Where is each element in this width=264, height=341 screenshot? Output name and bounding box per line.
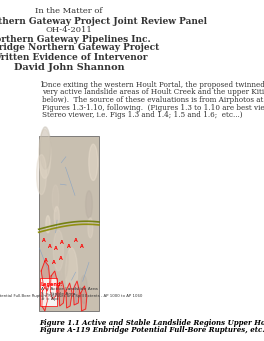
- Text: Northern Gateway Pipelines Inc.: Northern Gateway Pipelines Inc.: [0, 34, 151, 44]
- Circle shape: [65, 248, 78, 297]
- Circle shape: [36, 154, 46, 195]
- Polygon shape: [50, 271, 57, 299]
- Circle shape: [57, 237, 68, 281]
- Text: Figure A-119 Enbridge Potential Full-Bore Ruptures, etc...): Figure A-119 Enbridge Potential Full-Bor…: [39, 326, 264, 334]
- Circle shape: [39, 130, 51, 178]
- FancyBboxPatch shape: [40, 278, 57, 306]
- Text: In the Matter of: In the Matter of: [35, 7, 103, 15]
- Circle shape: [53, 230, 63, 271]
- Text: A: A: [74, 238, 78, 243]
- Text: A: A: [54, 247, 58, 252]
- Text: Figures 1.3-1.10, following.  (Figures 1.3 to 1.10 are best viewed in sequential: Figures 1.3-1.10, following. (Figures 1.…: [42, 104, 264, 112]
- Polygon shape: [42, 286, 47, 311]
- Text: Written Evidence of Intervenor: Written Evidence of Intervenor: [0, 53, 147, 61]
- Circle shape: [53, 266, 63, 306]
- Text: S = Stable Area: S = Stable Area: [41, 292, 75, 296]
- Text: Figure 1.1 Active and Stable Landslide Regions Upper Hoult Creek area (superimpo: Figure 1.1 Active and Stable Landslide R…: [39, 319, 264, 327]
- Text: Stereo viewer, i.e. Figs 1.3 and 1.4; 1.5 and 1.6;  etc...): Stereo viewer, i.e. Figs 1.3 and 1.4; 1.…: [42, 111, 242, 119]
- Circle shape: [86, 191, 92, 218]
- Circle shape: [44, 262, 48, 279]
- Text: Enbridge Northern Gateway Project: Enbridge Northern Gateway Project: [0, 44, 159, 53]
- Text: A: A: [48, 243, 52, 249]
- Text: A: A: [44, 258, 48, 264]
- Polygon shape: [66, 283, 72, 308]
- Text: very active landslide areas of Hoult Creek and the upper Kitimat River (See Figu: very active landslide areas of Hoult Cre…: [42, 89, 264, 97]
- Text: A = Active Landslide Area: A = Active Landslide Area: [41, 287, 97, 291]
- Circle shape: [52, 185, 59, 212]
- Text: A: A: [52, 261, 55, 266]
- Text: A: A: [59, 256, 63, 262]
- Text: Potential Full-Bore Rupture Releases and Spill Extents - AP 1000 to AP 1060: Potential Full-Bore Rupture Releases and…: [0, 294, 143, 298]
- Text: Legend:: Legend:: [41, 282, 63, 287]
- Circle shape: [89, 144, 98, 180]
- Text: 1.: 1.: [39, 81, 46, 89]
- Polygon shape: [41, 261, 50, 291]
- Text: # = Apt: # = Apt: [41, 297, 58, 301]
- Text: A: A: [67, 244, 70, 250]
- Polygon shape: [59, 281, 65, 306]
- Text: below).  The source of these evaluations is from Airphotos at scale 1:15,000 sca: below). The source of these evaluations …: [42, 96, 264, 104]
- Circle shape: [54, 207, 59, 227]
- Circle shape: [88, 218, 93, 238]
- Circle shape: [46, 216, 50, 233]
- Text: A: A: [42, 238, 45, 243]
- FancyBboxPatch shape: [39, 136, 99, 311]
- Text: A: A: [80, 243, 84, 249]
- Text: Enbridge Northern Gateway Project Joint Review Panel: Enbridge Northern Gateway Project Joint …: [0, 16, 208, 26]
- Polygon shape: [81, 286, 87, 311]
- Polygon shape: [73, 281, 79, 305]
- Text: OH-4-2011: OH-4-2011: [45, 26, 92, 34]
- Text: A: A: [60, 240, 64, 246]
- Text: David John Shannon: David John Shannon: [13, 62, 124, 72]
- Circle shape: [81, 276, 87, 303]
- Circle shape: [40, 127, 50, 169]
- Text: Once exiting the western Hoult Portal, the proposed twinned pipelines will be tr: Once exiting the western Hoult Portal, t…: [42, 81, 264, 89]
